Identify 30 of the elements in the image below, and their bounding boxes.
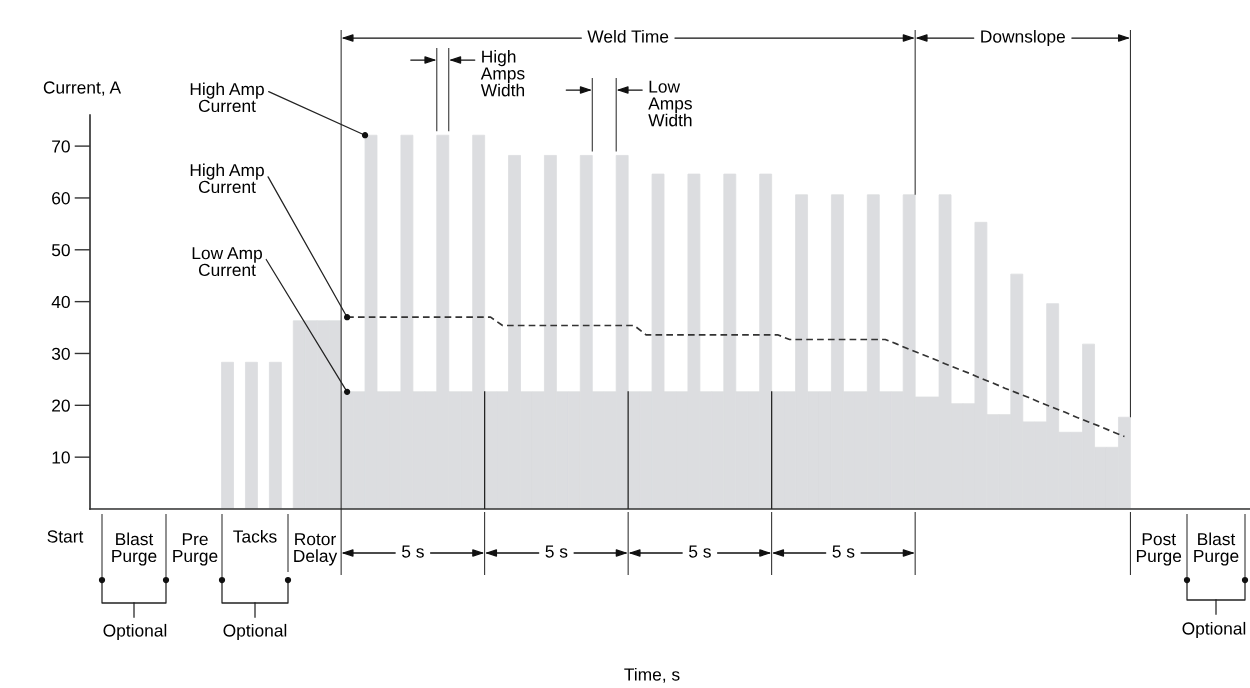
text: Downslope xyxy=(981,29,1065,47)
text: 5 s xyxy=(832,545,855,558)
y-tick-label: 50 xyxy=(51,243,70,257)
y-tick-label: 60 xyxy=(52,192,70,205)
y-tick-label: 30 xyxy=(51,347,70,360)
annotation: High Amp Current xyxy=(190,163,264,194)
text: Pre Purge xyxy=(173,533,218,566)
y-axis-title: Current, A xyxy=(43,81,122,96)
text: Optional xyxy=(1182,621,1246,639)
text: 5 s xyxy=(545,545,568,558)
text: Start xyxy=(47,530,84,543)
text: Rotor Delay xyxy=(294,533,338,566)
text: Blast Purge xyxy=(112,532,157,566)
text: Optional xyxy=(223,623,287,641)
text: High Amps Width xyxy=(480,50,525,97)
text: Tacks xyxy=(233,529,277,543)
y-tick-label: 20 xyxy=(52,399,70,412)
text: 5 s xyxy=(689,545,711,558)
text: 5 s xyxy=(402,545,424,558)
y-tick-label: 40 xyxy=(51,295,70,309)
text: Weld Time xyxy=(587,29,669,43)
text: Post Purge xyxy=(1136,533,1182,566)
text: Time, s xyxy=(624,667,680,683)
annotation: Low Amps Width xyxy=(648,80,692,127)
y-tick-label: 10 xyxy=(52,451,70,464)
annotation: Low Amp Current xyxy=(192,247,262,277)
text: High Amp Current xyxy=(190,82,264,113)
text: Blast Purge xyxy=(1194,532,1239,566)
y-tick-label: 70 xyxy=(52,140,70,153)
text: Optional xyxy=(103,623,167,641)
